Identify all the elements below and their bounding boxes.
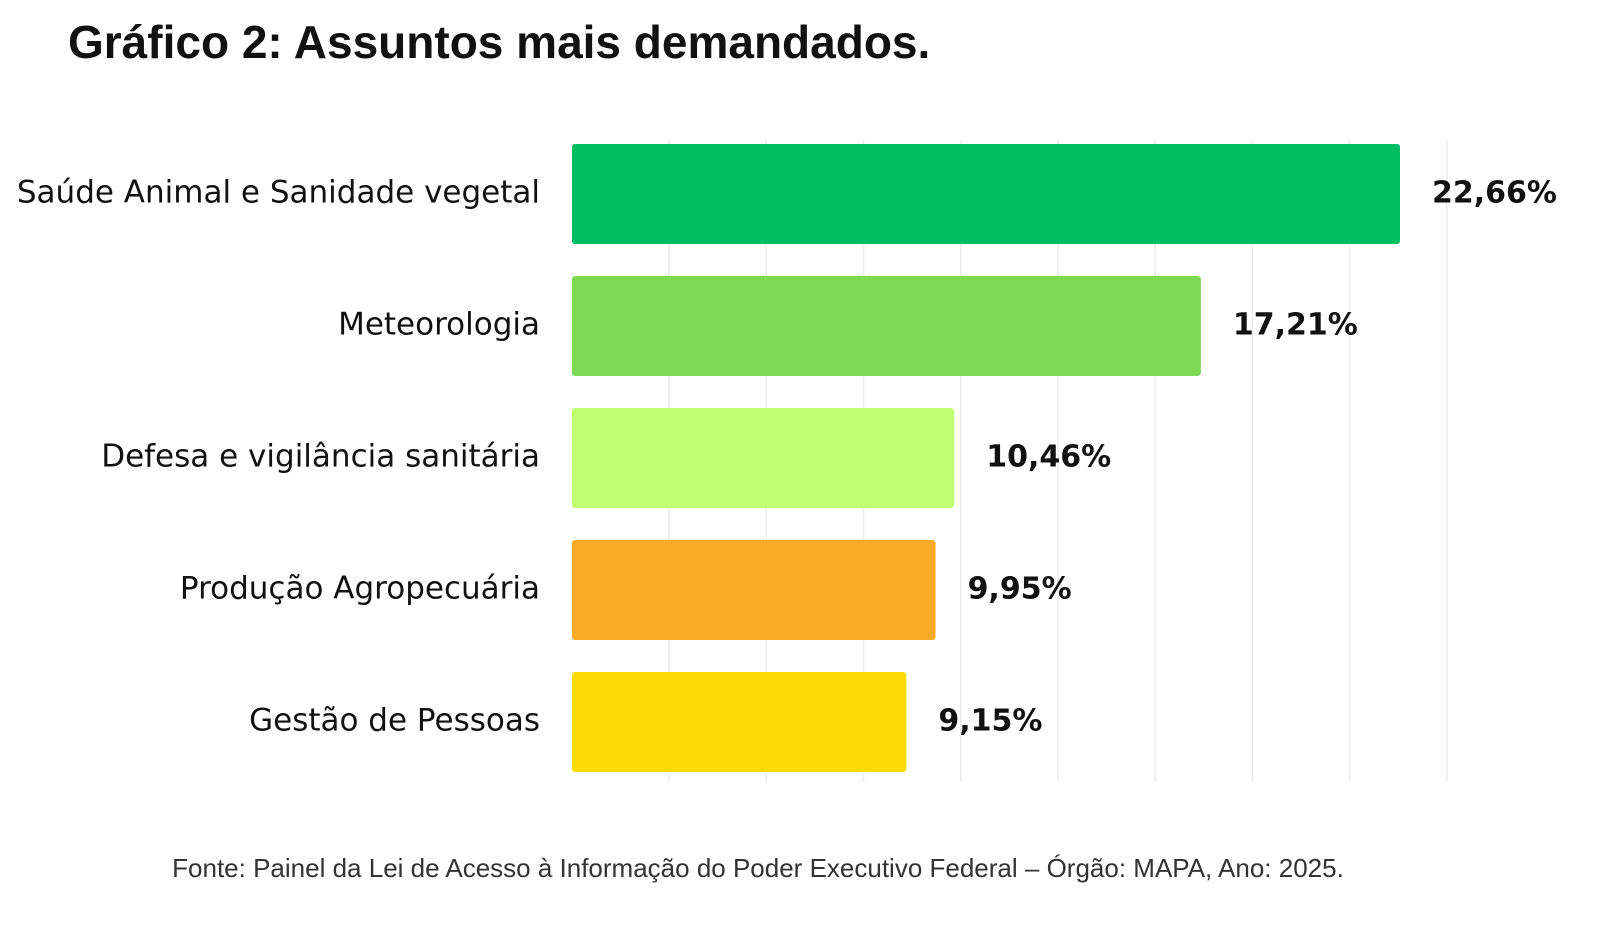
bar	[572, 540, 936, 640]
category-label: Defesa e vigilância sanitária	[101, 439, 540, 475]
bar	[572, 408, 955, 508]
chart-title: Gráfico 2: Assuntos mais demandados.	[68, 16, 930, 68]
value-label: 17,21%	[1233, 308, 1358, 343]
value-label: 9,15%	[938, 704, 1042, 739]
category-label: Gestão de Pessoas	[249, 703, 540, 739]
bar	[572, 672, 907, 772]
bar	[572, 276, 1201, 376]
value-label: 22,66%	[1432, 176, 1557, 211]
category-label: Saúde Animal e Sanidade vegetal	[17, 175, 540, 211]
source-note: Fonte: Painel da Lei de Acesso à Informa…	[172, 853, 1344, 883]
bar	[572, 144, 1400, 244]
value-label: 10,46%	[986, 440, 1111, 475]
value-label: 9,95%	[968, 572, 1072, 607]
category-label: Meteorologia	[338, 307, 540, 343]
category-label: Produção Agropecuária	[180, 571, 540, 607]
